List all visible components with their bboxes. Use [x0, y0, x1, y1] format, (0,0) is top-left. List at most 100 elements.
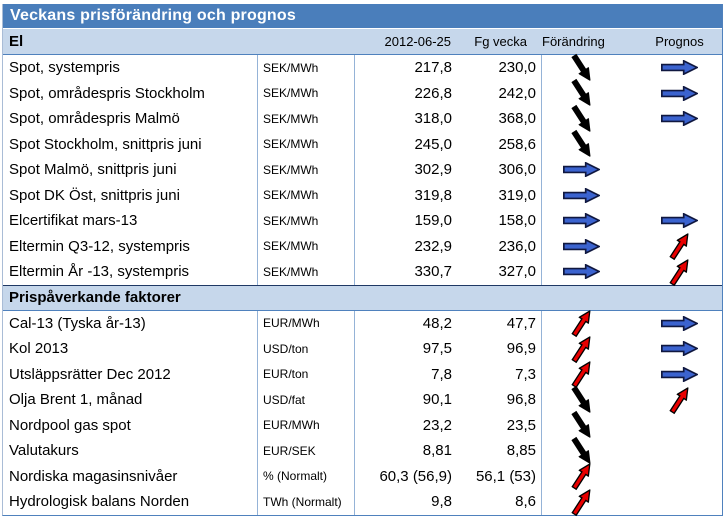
table-row: Nordiska magasinsnivåer % (Normalt) 60,3… [3, 462, 722, 491]
previous-value: 258,6 [498, 135, 536, 153]
row-label: Spot, områdespris Malmö [9, 110, 180, 128]
change-arrow-cell [541, 233, 637, 259]
forecast-arrow-cell [637, 336, 722, 362]
forecast-arrow-cell [637, 258, 722, 286]
row-label: Spot, områdespris Stockholm [9, 84, 205, 102]
down-arrow-icon [570, 411, 591, 439]
forecast-arrow-cell [637, 232, 722, 261]
table-row: Eltermin År -13, systempris SEK/MWh 330,… [3, 258, 722, 286]
table-row: Cal-13 (Tyska år-13) EUR/MWh 48,2 47,7 [3, 309, 722, 338]
up-arrow-icon [570, 335, 591, 363]
right-arrow-icon [563, 162, 600, 178]
right-arrow-icon [661, 341, 698, 357]
previous-value: 236,0 [498, 237, 536, 255]
forecast-arrow-cell [637, 132, 722, 158]
current-value: 217,8 [354, 55, 458, 81]
row-unit: SEK/MWh [257, 157, 354, 183]
row-unit: SEK/MWh [257, 106, 354, 132]
previous-value: 8,6 [515, 493, 536, 511]
up-arrow-icon [570, 488, 591, 516]
change-arrow-cell [541, 104, 637, 133]
previous-value: 327,0 [498, 263, 536, 281]
previous-value: 96,8 [506, 391, 536, 409]
row-unit: SEK/MWh [257, 233, 354, 259]
change-arrow-cell [541, 360, 637, 389]
forecast-arrow-cell [637, 81, 722, 107]
row-unit: TWh (Normalt) [257, 489, 354, 515]
current-value: 245,0 [354, 131, 458, 157]
current-value: 48,2 [354, 310, 458, 336]
current-value: 60,3 (56,9) [354, 463, 458, 489]
factors-section-header: Prispåverkande faktorer [3, 284, 722, 311]
right-arrow-icon [563, 187, 600, 203]
down-arrow-icon [570, 130, 591, 158]
row-label: Eltermin Q3-12, systempris [9, 237, 190, 255]
forecast-arrow-cell [637, 311, 722, 337]
previous-value: 96,9 [506, 340, 536, 358]
column-header-change: Förändring [542, 34, 605, 49]
forecast-arrow-cell [637, 438, 722, 464]
change-arrow-cell [541, 53, 637, 82]
previous-value: 230,0 [498, 59, 536, 77]
current-value: 319,8 [354, 182, 458, 208]
table-row: Hydrologisk balans Norden TWh (Normalt) … [3, 488, 722, 516]
right-arrow-icon [563, 213, 600, 229]
forecast-arrow-cell [637, 183, 722, 209]
right-arrow-icon [563, 264, 600, 280]
table-row: Valutakurs EUR/SEK 8,81 8,85 [3, 436, 722, 465]
section-title-factors: Prispåverkande faktorer [9, 289, 181, 306]
table-row: Spot Stockholm, snittpris juni SEK/MWh 2… [3, 130, 722, 158]
row-label: Nordiska magasinsnivåer [9, 467, 178, 485]
forecast-arrow-cell [637, 208, 722, 234]
down-arrow-icon [570, 385, 591, 414]
current-value: 97,5 [354, 336, 458, 362]
row-unit: EUR/SEK [257, 438, 354, 464]
down-arrow-icon [570, 53, 591, 82]
price-report-table: Veckans prisförändring och prognos El 20… [2, 4, 723, 516]
forecast-arrow-cell [637, 106, 722, 132]
table-row: Spot DK Öst, snittpris juni SEK/MWh 319,… [3, 182, 722, 209]
forecast-arrow-cell [637, 55, 722, 81]
row-label: Spot DK Öst, snittpris juni [9, 186, 180, 204]
row-label: Eltermin År -13, systempris [9, 263, 190, 281]
current-value: 159,0 [354, 208, 458, 234]
current-value: 318,0 [354, 106, 458, 132]
row-unit: SEK/MWh [257, 55, 354, 81]
row-label: Utsläppsrätter Dec 2012 [9, 365, 171, 383]
row-unit: EUR/MWh [257, 412, 354, 438]
previous-value: 47,7 [506, 314, 536, 332]
forecast-arrow-cell [637, 386, 722, 414]
row-label: Hydrologisk balans Norden [9, 493, 190, 511]
current-value: 23,2 [354, 412, 458, 438]
current-value: 90,1 [354, 387, 458, 413]
right-arrow-icon [661, 213, 698, 229]
row-label: Nordpool gas spot [9, 416, 131, 434]
row-unit: SEK/MWh [257, 259, 354, 285]
down-arrow-icon [570, 104, 591, 133]
table-row: Spot, systempris SEK/MWh 217,8 230,0 [3, 53, 722, 82]
up-arrow-icon [668, 386, 689, 414]
current-value: 226,8 [354, 80, 458, 106]
row-unit: SEK/MWh [257, 80, 354, 106]
right-arrow-icon [661, 60, 698, 76]
forecast-arrow-cell [637, 413, 722, 439]
previous-value: 368,0 [498, 110, 536, 128]
right-arrow-icon [661, 315, 698, 331]
row-label: Olja Brent 1, månad [9, 391, 143, 409]
previous-value: 8,85 [506, 442, 536, 460]
row-unit: EUR/MWh [257, 310, 354, 336]
change-arrow-cell [541, 309, 637, 338]
previous-value: 23,5 [506, 416, 536, 434]
forecast-arrow-cell [637, 489, 722, 515]
current-value: 330,7 [354, 259, 458, 285]
previous-value: 56,1 (53) [475, 467, 536, 485]
right-arrow-icon [563, 238, 600, 254]
previous-value: 158,0 [498, 212, 536, 230]
current-value: 7,8 [354, 361, 458, 387]
right-arrow-icon [661, 85, 698, 101]
previous-value: 7,3 [515, 365, 536, 383]
change-arrow-cell [541, 208, 637, 234]
right-arrow-icon [661, 366, 698, 382]
change-arrow-cell [541, 436, 637, 465]
previous-value: 242,0 [498, 84, 536, 102]
